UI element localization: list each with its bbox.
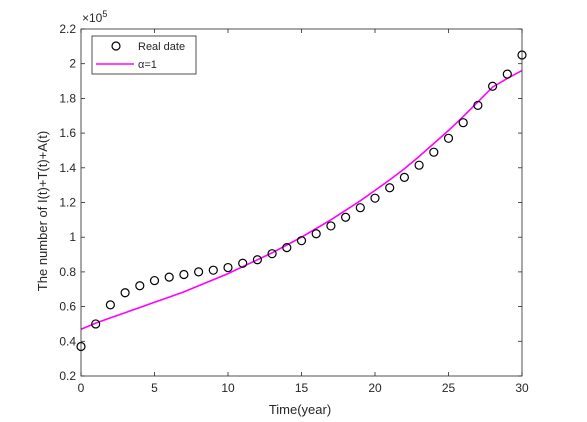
data-point-real-date: [238, 258, 248, 268]
y-tick-label: 2.2: [59, 22, 76, 36]
x-axis-label: Time(year): [269, 402, 331, 417]
x-tick-label: 15: [295, 381, 309, 395]
y-axis-label: The number of I(t)+T(t)+A(t): [35, 131, 50, 291]
data-point-real-date: [502, 69, 512, 79]
y-tick-label: 1.4: [59, 161, 76, 175]
x-tick-label: 10: [221, 381, 235, 395]
x-tick-label: 20: [368, 381, 382, 395]
data-point-real-date: [414, 160, 424, 170]
data-point-real-date: [385, 183, 395, 193]
y-tick-label: 0.4: [59, 334, 76, 348]
legend-label-real-date: Real date: [138, 41, 185, 53]
data-point-real-date: [267, 249, 277, 259]
data-point-real-date: [370, 193, 380, 203]
x-tick-label: 30: [515, 381, 529, 395]
legend-box: [91, 35, 197, 75]
data-point-real-date: [149, 275, 160, 286]
y-tick-label: 1.2: [59, 196, 76, 210]
y-multiplier-exponent: 5: [102, 9, 107, 19]
data-point-real-date: [194, 267, 204, 277]
data-point-real-date: [341, 212, 351, 222]
data-point-real-date: [179, 269, 189, 280]
data-point-real-date: [429, 147, 439, 157]
y-multiplier-base: ×10: [82, 11, 103, 25]
y-tick-label: 1.8: [59, 91, 76, 105]
data-point-real-date: [135, 281, 145, 291]
y-tick-label: 0.2: [59, 369, 76, 383]
y-tick-label: 0.6: [59, 300, 76, 314]
axes-box: [80, 28, 523, 377]
y-tick-label: 1: [69, 230, 76, 244]
y-tick-label: 2: [69, 57, 76, 71]
data-point-real-date: [282, 243, 292, 253]
data-point-real-date: [488, 81, 498, 91]
legend-label-alpha: α=1: [138, 59, 157, 71]
data-point-real-date: [355, 203, 365, 213]
data-point-real-date: [458, 118, 468, 128]
data-point-real-date: [208, 265, 218, 275]
x-tick-label: 5: [151, 381, 158, 395]
data-point-real-date: [296, 236, 307, 246]
y-axis-multiplier: ×105: [82, 9, 107, 25]
series-alpha-1-line: [80, 69, 523, 330]
data-point-real-date: [223, 262, 233, 273]
y-tick-label: 1.6: [59, 126, 76, 140]
legend-marker-real-date: [111, 41, 121, 51]
x-tick-label: 25: [442, 381, 456, 395]
data-point-real-date: [326, 221, 336, 231]
data-point-real-date: [105, 300, 116, 310]
legend: Real date α=1: [91, 35, 197, 75]
plot-area: [76, 50, 527, 352]
data-point-real-date: [399, 172, 409, 182]
y-tick-label: 0.8: [59, 265, 76, 279]
data-point-real-date: [120, 288, 130, 298]
x-tick-label: 0: [78, 381, 85, 395]
data-point-real-date: [443, 133, 454, 143]
data-point-real-date: [252, 255, 262, 265]
data-point-real-date: [91, 319, 101, 329]
data-point-real-date: [164, 272, 174, 282]
axes: 0 5 10 15 20 25 30 0.2 0.4 0.6 0.8 1 1.2 1.4 1.6 1.8 2 2.…: [59, 22, 529, 395]
data-point-real-date: [311, 229, 321, 239]
data-point-real-date: [473, 100, 483, 110]
